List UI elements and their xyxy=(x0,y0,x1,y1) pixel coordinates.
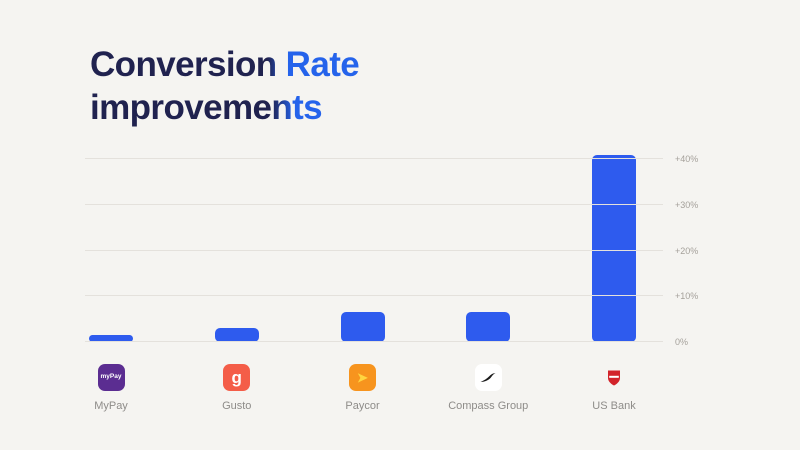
compass-group-logo xyxy=(474,364,502,391)
y-tick-label-0: 0% xyxy=(675,337,689,347)
bar-compass-group xyxy=(466,312,511,342)
us-bank-logo xyxy=(601,364,628,391)
gusto-logo: g xyxy=(223,364,251,391)
gridline-40 xyxy=(85,158,663,160)
gridline-30 xyxy=(85,203,663,205)
bar-mypay xyxy=(89,335,133,342)
bar-us-bank xyxy=(592,154,636,342)
category-cell-inner: g Gusto xyxy=(194,364,280,414)
category-cell-compass-group: Compass Group xyxy=(448,364,528,428)
page-title: Conversion Rate improvements xyxy=(90,44,360,130)
page-title-line1: Conversion Rate xyxy=(90,44,360,87)
paycor-logo: ➤ xyxy=(349,364,376,391)
category-cell-mypay: myPay MyPay xyxy=(89,364,133,428)
gridline-20 xyxy=(85,249,663,251)
page-title-line2: improvements xyxy=(90,87,323,130)
category-label-mypay: MyPay xyxy=(94,400,128,412)
category-label-gusto: Gusto xyxy=(222,400,252,412)
bar-gusto xyxy=(214,328,259,342)
gridline-10 xyxy=(85,295,663,297)
y-tick-label-10: +10% xyxy=(675,291,699,302)
y-tick-label-20: +20% xyxy=(675,245,699,256)
category-logos-row: myPay MyPay g Gusto ➤ Paycor Compass Group US B… xyxy=(85,364,663,428)
category-cell-inner: US Bank xyxy=(571,364,657,414)
category-cell-us-bank: US Bank xyxy=(592,364,636,428)
category-label-compass-group: Compass Group xyxy=(448,400,529,412)
category-label-us-bank: US Bank xyxy=(592,400,636,412)
bar-chart: 0% +10% +20% +30% +40% xyxy=(85,150,698,347)
bar-paycor xyxy=(340,312,385,342)
category-cell-inner: Compass Group xyxy=(445,364,531,414)
category-cell-paycor: ➤ Paycor xyxy=(341,364,385,428)
y-tick-label-40: +40% xyxy=(675,154,699,165)
category-cell-gusto: g Gusto xyxy=(215,364,259,428)
category-cell-inner: myPay MyPay xyxy=(68,364,154,414)
category-label-paycor: Paycor xyxy=(345,400,380,412)
bars-row xyxy=(85,150,663,342)
gridline-0 xyxy=(85,341,663,342)
y-tick-label-30: +30% xyxy=(675,199,699,210)
mypay-logo: myPay xyxy=(97,364,125,391)
category-cell-inner: ➤ Paycor xyxy=(320,364,406,414)
